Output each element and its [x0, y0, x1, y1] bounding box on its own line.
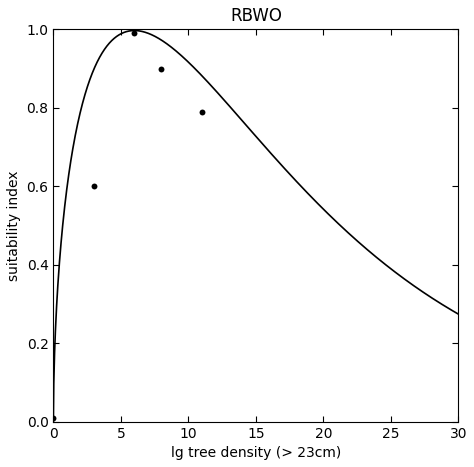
Point [198, 108, 206, 115]
Y-axis label: suitability index: suitability index [7, 170, 21, 281]
Title: RBWO: RBWO [230, 7, 282, 25]
Point [157, 65, 165, 72]
Point [50, 414, 57, 421]
Point [90, 183, 98, 190]
Point [130, 29, 138, 37]
X-axis label: lg tree density (> 23cm): lg tree density (> 23cm) [171, 446, 341, 460]
